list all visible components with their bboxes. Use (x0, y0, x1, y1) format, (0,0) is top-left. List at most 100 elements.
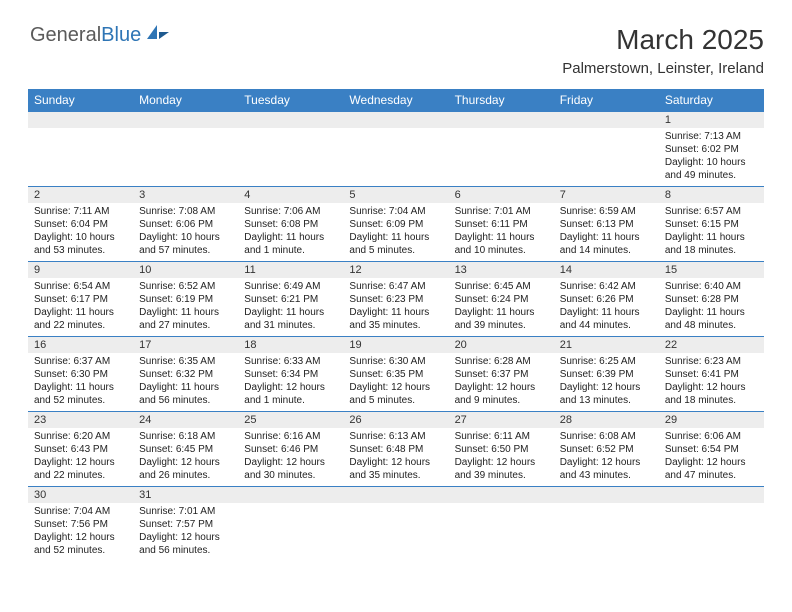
sunset-line: Sunset: 6:48 PM (349, 443, 442, 456)
daynum-row: 16171819202122 (28, 337, 764, 354)
day-number-cell: 27 (449, 412, 554, 429)
day-number-cell: 22 (659, 337, 764, 354)
sunset-line: Sunset: 6:11 PM (455, 218, 548, 231)
day-info-cell: Sunrise: 6:54 AMSunset: 6:17 PMDaylight:… (28, 278, 133, 337)
sunset-line: Sunset: 6:30 PM (34, 368, 127, 381)
sail-icon (147, 25, 169, 39)
day-info-cell: Sunrise: 6:52 AMSunset: 6:19 PMDaylight:… (133, 278, 238, 337)
daylight-line: Daylight: 12 hours and 39 minutes. (455, 456, 548, 482)
day-number-cell: 20 (449, 337, 554, 354)
day-number-cell: 6 (449, 187, 554, 204)
sunrise-line: Sunrise: 6:42 AM (560, 280, 653, 293)
day-number-cell: 21 (554, 337, 659, 354)
sunrise-line: Sunrise: 6:54 AM (34, 280, 127, 293)
sunset-line: Sunset: 6:39 PM (560, 368, 653, 381)
info-row: Sunrise: 6:20 AMSunset: 6:43 PMDaylight:… (28, 428, 764, 487)
day-info-cell: Sunrise: 7:01 AMSunset: 6:11 PMDaylight:… (449, 203, 554, 262)
day-info-cell: Sunrise: 6:28 AMSunset: 6:37 PMDaylight:… (449, 353, 554, 412)
sunset-line: Sunset: 6:08 PM (244, 218, 337, 231)
day-number-cell (659, 487, 764, 504)
sunset-line: Sunset: 6:15 PM (665, 218, 758, 231)
day-info-cell: Sunrise: 6:33 AMSunset: 6:34 PMDaylight:… (238, 353, 343, 412)
day-number-cell (343, 487, 448, 504)
sunrise-line: Sunrise: 7:13 AM (665, 130, 758, 143)
daylight-line: Daylight: 12 hours and 52 minutes. (34, 531, 127, 557)
sunrise-line: Sunrise: 7:01 AM (455, 205, 548, 218)
sunrise-line: Sunrise: 6:37 AM (34, 355, 127, 368)
info-row: Sunrise: 6:37 AMSunset: 6:30 PM Daylight:… (28, 353, 764, 412)
info-row: Sunrise: 7:04 AMSunset: 7:56 PMDaylight:… (28, 503, 764, 561)
sunset-line: Sunset: 6:43 PM (34, 443, 127, 456)
sunset-line: Sunset: 6:41 PM (665, 368, 758, 381)
daylight-line: Daylight: 11 hours and 14 minutes. (560, 231, 653, 257)
day-info-cell (28, 128, 133, 187)
day-info-cell (343, 503, 448, 561)
day-number-cell: 1 (659, 112, 764, 129)
calendar-head: SundayMondayTuesdayWednesdayThursdayFrid… (28, 89, 764, 112)
weekday-header: Thursday (449, 89, 554, 112)
sunrise-line: Sunrise: 6:11 AM (455, 430, 548, 443)
day-info-cell: Sunrise: 6:45 AMSunset: 6:24 PMDaylight:… (449, 278, 554, 337)
sunrise-line: Sunrise: 6:30 AM (349, 355, 442, 368)
daylight-line: Daylight: 11 hours and 22 minutes. (34, 306, 127, 332)
day-info-cell: Sunrise: 7:04 AMSunset: 7:56 PMDaylight:… (28, 503, 133, 561)
daylight-line: Daylight: 11 hours and 27 minutes. (139, 306, 232, 332)
sunset-line: Sunset: 6:45 PM (139, 443, 232, 456)
sunset-line: Sunset: 6:17 PM (34, 293, 127, 306)
info-row: Sunrise: 6:54 AMSunset: 6:17 PMDaylight:… (28, 278, 764, 337)
daylight-line: Daylight: 11 hours and 39 minutes. (455, 306, 548, 332)
sunrise-line: Sunrise: 7:04 AM (349, 205, 442, 218)
sunrise-line: Sunrise: 6:35 AM (139, 355, 232, 368)
day-info-cell (554, 503, 659, 561)
day-number-cell: 26 (343, 412, 448, 429)
logo-text: GeneralBlue (30, 24, 169, 47)
day-info-cell: Sunrise: 6:13 AMSunset: 6:48 PMDaylight:… (343, 428, 448, 487)
day-info-cell (449, 503, 554, 561)
day-number-cell (238, 487, 343, 504)
sunrise-line: Sunrise: 6:06 AM (665, 430, 758, 443)
daylight-line: Daylight: 12 hours and 5 minutes. (349, 381, 442, 407)
daylight-line: Daylight: 12 hours and 13 minutes. (560, 381, 653, 407)
daynum-row: 23242526272829 (28, 412, 764, 429)
daylight-line: Daylight: 11 hours and 5 minutes. (349, 231, 442, 257)
day-info-cell: Sunrise: 6:42 AMSunset: 6:26 PMDaylight:… (554, 278, 659, 337)
sunrise-line: Sunrise: 6:33 AM (244, 355, 337, 368)
day-number-cell: 31 (133, 487, 238, 504)
sunset-line: Sunset: 6:52 PM (560, 443, 653, 456)
page-header: GeneralBlue March 2025 Palmerstown, Lein… (28, 24, 764, 77)
day-info-cell: Sunrise: 7:01 AMSunset: 7:57 PMDaylight:… (133, 503, 238, 561)
daylight-line: Daylight: 11 hours and 44 minutes. (560, 306, 653, 332)
day-number-cell: 15 (659, 262, 764, 279)
sunrise-line: Sunrise: 6:16 AM (244, 430, 337, 443)
sunrise-line: Sunrise: 7:04 AM (34, 505, 127, 518)
day-number-cell: 7 (554, 187, 659, 204)
sunset-line: Sunset: 6:21 PM (244, 293, 337, 306)
sunset-line: Sunset: 6:04 PM (34, 218, 127, 231)
sunset-line: Sunset: 6:28 PM (665, 293, 758, 306)
day-info-cell: Sunrise: 6:18 AMSunset: 6:45 PMDaylight:… (133, 428, 238, 487)
weekday-row: SundayMondayTuesdayWednesdayThursdayFrid… (28, 89, 764, 112)
sunset-line: Sunset: 6:46 PM (244, 443, 337, 456)
daylight-line: Daylight: 11 hours and 56 minutes. (139, 381, 232, 407)
calendar-table: SundayMondayTuesdayWednesdayThursdayFrid… (28, 89, 764, 561)
sunrise-line: Sunrise: 6:52 AM (139, 280, 232, 293)
day-info-cell: Sunrise: 6:25 AMSunset: 6:39 PMDaylight:… (554, 353, 659, 412)
day-number-cell: 9 (28, 262, 133, 279)
daylight-line: Daylight: 12 hours and 56 minutes. (139, 531, 232, 557)
sunset-line: Sunset: 6:02 PM (665, 143, 758, 156)
day-number-cell: 8 (659, 187, 764, 204)
day-number-cell (133, 112, 238, 129)
day-number-cell (449, 112, 554, 129)
title-block: March 2025 Palmerstown, Leinster, Irelan… (562, 24, 764, 77)
day-info-cell: Sunrise: 6:47 AMSunset: 6:23 PMDaylight:… (343, 278, 448, 337)
sunset-line: Sunset: 6:32 PM (139, 368, 232, 381)
daynum-row: 3031 (28, 487, 764, 504)
daylight-line: Daylight: 12 hours and 43 minutes. (560, 456, 653, 482)
day-info-cell (238, 503, 343, 561)
sunset-line: Sunset: 6:13 PM (560, 218, 653, 231)
day-info-cell: Sunrise: 7:06 AMSunset: 6:08 PMDaylight:… (238, 203, 343, 262)
daylight-line: Daylight: 11 hours and 18 minutes. (665, 231, 758, 257)
day-number-cell: 29 (659, 412, 764, 429)
weekday-header: Wednesday (343, 89, 448, 112)
sunset-line: Sunset: 6:54 PM (665, 443, 758, 456)
